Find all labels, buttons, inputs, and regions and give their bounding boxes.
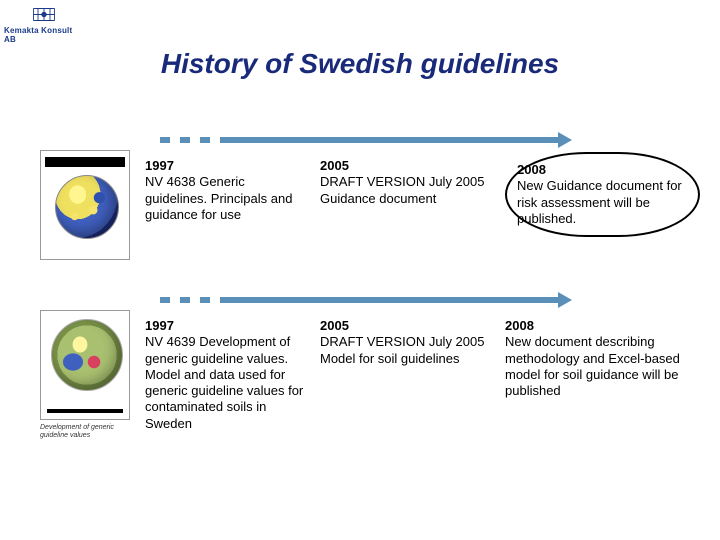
- company-logo: Kemakta Konsult AB: [4, 4, 84, 44]
- year-label: 2008: [517, 162, 546, 177]
- entry-text: NV 4639 Development of generic guideline…: [145, 334, 303, 430]
- row2-columns: 1997 NV 4639 Development of generic guid…: [145, 318, 705, 432]
- row1-col-2005: 2005 DRAFT VERSION July 2005 Guidance do…: [320, 158, 495, 237]
- year-label: 2005: [320, 158, 349, 173]
- arrow-right-icon: [558, 292, 572, 308]
- row1-columns: 1997 NV 4638 Generic guidelines. Princip…: [145, 158, 705, 237]
- row1-col-2008: 2008 New Guidance document for risk asse…: [505, 158, 700, 237]
- year-label: 1997: [145, 158, 174, 173]
- row2-document-thumb: Development of generic guideline values: [40, 310, 135, 439]
- timeline-arrow-2: [160, 294, 580, 306]
- year-label: 1997: [145, 318, 174, 333]
- timeline-bar-icon: [220, 137, 560, 143]
- globe-icon: [55, 175, 119, 239]
- timeline-dash-icon: [160, 137, 220, 143]
- year-label: 2008: [505, 318, 534, 333]
- row1-thumb-image: [40, 150, 130, 260]
- entry-text: New Guidance document for risk assessmen…: [517, 178, 682, 226]
- entry-text: DRAFT VERSION July 2005 Model for soil g…: [320, 334, 484, 365]
- slide-title: History of Swedish guidelines: [0, 48, 720, 80]
- year-label: 2005: [320, 318, 349, 333]
- row2-thumb-image: [40, 310, 130, 420]
- row2-col-1997: 1997 NV 4639 Development of generic guid…: [145, 318, 310, 432]
- arrow-right-icon: [558, 132, 572, 148]
- entry-text: New document describing methodology and …: [505, 334, 680, 398]
- globe-icon: [51, 319, 123, 391]
- logo-mark-icon: [24, 4, 64, 25]
- entry-text: NV 4638 Generic guidelines. Principals a…: [145, 174, 292, 222]
- row1-col-1997: 1997 NV 4638 Generic guidelines. Princip…: [145, 158, 310, 237]
- agency-badge-icon: [45, 157, 125, 167]
- logo-company-name: Kemakta Konsult AB: [4, 26, 84, 44]
- entry-text: DRAFT VERSION July 2005 Guidance documen…: [320, 174, 484, 205]
- row2-thumb-caption: Development of generic guideline values: [40, 424, 135, 439]
- timeline-arrow-1: [160, 134, 580, 146]
- highlight-bubble: 2008 New Guidance document for risk asse…: [505, 152, 700, 237]
- timeline-dash-icon: [160, 297, 220, 303]
- row2-col-2005: 2005 DRAFT VERSION July 2005 Model for s…: [320, 318, 495, 432]
- row1-document-thumb: [40, 150, 135, 260]
- timeline-bar-icon: [220, 297, 560, 303]
- hr-icon: [47, 409, 123, 413]
- row2-col-2008: 2008 New document describing methodology…: [505, 318, 700, 432]
